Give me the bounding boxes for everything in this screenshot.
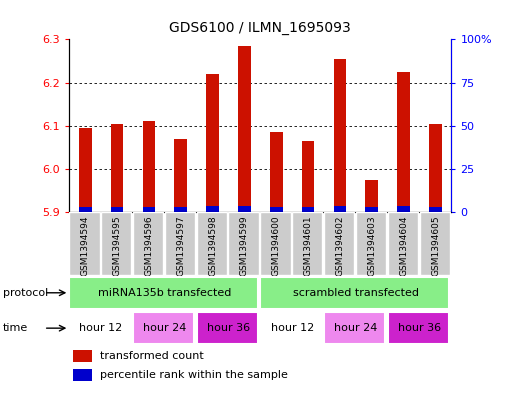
Text: hour 12: hour 12: [80, 323, 123, 333]
Bar: [196, 212, 227, 275]
Bar: [324, 212, 354, 275]
Title: GDS6100 / ILMN_1695093: GDS6100 / ILMN_1695093: [169, 22, 351, 35]
Bar: [228, 212, 259, 275]
Bar: [73, 350, 92, 362]
Bar: [79, 207, 91, 212]
Bar: [429, 123, 442, 212]
Bar: [397, 72, 410, 212]
Bar: [69, 277, 258, 309]
Text: GSM1394602: GSM1394602: [336, 215, 344, 276]
Bar: [324, 312, 385, 344]
Bar: [196, 312, 258, 344]
Text: GSM1394599: GSM1394599: [240, 215, 249, 276]
Text: time: time: [3, 323, 28, 333]
Bar: [333, 206, 346, 212]
Text: GSM1394603: GSM1394603: [367, 215, 377, 276]
Bar: [165, 212, 195, 275]
Bar: [292, 212, 323, 275]
Text: scrambled transfected: scrambled transfected: [293, 288, 419, 298]
Bar: [302, 141, 314, 212]
Bar: [111, 123, 124, 212]
Text: hour 36: hour 36: [398, 323, 441, 333]
Text: GSM1394595: GSM1394595: [112, 215, 122, 276]
Bar: [388, 212, 418, 275]
Text: protocol: protocol: [3, 288, 48, 298]
Bar: [261, 312, 322, 344]
Bar: [333, 59, 346, 212]
Bar: [238, 206, 251, 212]
Bar: [388, 312, 449, 344]
Bar: [111, 207, 124, 212]
Text: GSM1394596: GSM1394596: [144, 215, 153, 276]
Text: GSM1394594: GSM1394594: [81, 215, 90, 276]
Bar: [365, 180, 378, 212]
Text: hour 12: hour 12: [270, 323, 314, 333]
Bar: [270, 207, 283, 212]
Bar: [206, 74, 219, 212]
Text: transformed count: transformed count: [100, 351, 204, 361]
Bar: [69, 312, 130, 344]
Bar: [420, 212, 450, 275]
Bar: [73, 369, 92, 381]
Bar: [143, 121, 155, 212]
Bar: [397, 206, 410, 212]
Text: GSM1394604: GSM1394604: [399, 215, 408, 276]
Text: hour 36: hour 36: [207, 323, 250, 333]
Bar: [174, 139, 187, 212]
Bar: [69, 212, 100, 275]
Text: GSM1394600: GSM1394600: [272, 215, 281, 276]
Text: percentile rank within the sample: percentile rank within the sample: [100, 370, 288, 380]
Bar: [356, 212, 386, 275]
Bar: [302, 207, 314, 212]
Text: GSM1394605: GSM1394605: [431, 215, 440, 276]
Bar: [261, 277, 449, 309]
Text: hour 24: hour 24: [143, 323, 187, 333]
Bar: [133, 212, 163, 275]
Text: GSM1394601: GSM1394601: [304, 215, 312, 276]
Bar: [206, 206, 219, 212]
Bar: [270, 132, 283, 212]
Text: GSM1394598: GSM1394598: [208, 215, 217, 276]
Bar: [238, 46, 251, 212]
Bar: [143, 207, 155, 212]
Bar: [174, 207, 187, 212]
Bar: [101, 212, 131, 275]
Text: miRNA135b transfected: miRNA135b transfected: [98, 288, 231, 298]
Bar: [429, 207, 442, 212]
Bar: [365, 207, 378, 212]
Bar: [261, 212, 290, 275]
Text: GSM1394597: GSM1394597: [176, 215, 185, 276]
Bar: [79, 128, 91, 212]
Bar: [133, 312, 194, 344]
Text: hour 24: hour 24: [334, 323, 378, 333]
